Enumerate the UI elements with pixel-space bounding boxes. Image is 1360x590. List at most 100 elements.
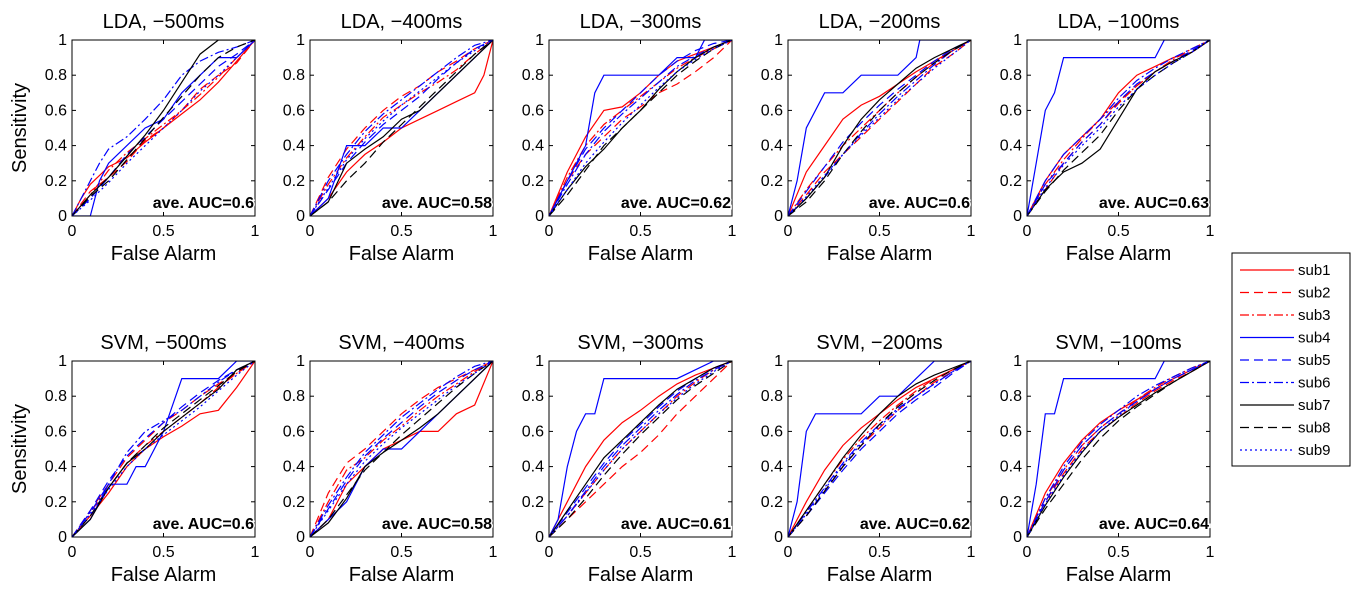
roc-line-sub1 [1027, 40, 1210, 216]
roc-line-sub5 [788, 40, 971, 216]
roc-line-sub7 [72, 40, 255, 216]
y-tick-label: 1 [1013, 32, 1022, 49]
auc-annotation: ave. AUC=0.63 [1099, 195, 1209, 212]
y-tick-label: 1 [58, 32, 67, 49]
roc-line-sub4 [72, 361, 255, 537]
roc-line-sub3 [1027, 361, 1210, 537]
roc-line-sub9 [310, 40, 493, 216]
x-tick-label: 1 [967, 223, 976, 240]
roc-line-sub8 [788, 361, 971, 537]
roc-line-sub5 [310, 361, 493, 537]
roc-panel: LDA, −100ms 0 0.2 0.4 0.6 0.8 1 0 0.5 1 False Alar… [1000, 11, 1215, 265]
x-axis-label: False Alarm [111, 243, 217, 265]
y-tick-label: 0.4 [1000, 138, 1022, 155]
y-tick-label: 0.8 [1000, 67, 1022, 84]
y-tick-label: 0.2 [283, 494, 305, 511]
axes-frame [1026, 39, 1211, 217]
y-tick-label: 0.4 [283, 459, 305, 476]
y-tick-label: 0.4 [45, 459, 67, 476]
roc-line-sub5 [72, 361, 255, 537]
y-tick-label: 0.4 [522, 138, 544, 155]
axes-frame [787, 39, 972, 217]
roc-line-sub2 [1027, 40, 1210, 216]
roc-line-sub8 [72, 40, 255, 216]
y-axis-label: Sensitivity [9, 83, 31, 173]
y-tick-label: 0.4 [45, 138, 67, 155]
y-tick-label: 0.8 [522, 67, 544, 84]
roc-line-sub4 [1027, 361, 1210, 537]
roc-line-sub6 [72, 40, 255, 216]
roc-line-sub9 [1027, 361, 1210, 537]
panel-title: SVM, −400ms [338, 332, 464, 354]
legend-item: sub5 [1240, 352, 1331, 369]
x-tick-label: 0.5 [152, 544, 174, 561]
legend-label: sub4 [1298, 330, 1331, 347]
x-axis-label: False Alarm [827, 243, 933, 265]
legend-item: sub8 [1240, 420, 1331, 437]
roc-line-sub9 [72, 361, 255, 537]
y-tick-label: 1 [535, 353, 544, 370]
x-tick-label: 0 [1023, 223, 1032, 240]
roc-line-sub2 [72, 361, 255, 537]
panel-title: SVM, −500ms [100, 332, 226, 354]
roc-line-sub6 [1027, 361, 1210, 537]
roc-line-sub9 [788, 40, 971, 216]
roc-line-sub9 [549, 40, 732, 216]
roc-line-sub2 [549, 361, 732, 537]
x-tick-label: 0.5 [152, 223, 174, 240]
x-tick-label: 0 [1023, 544, 1032, 561]
y-tick-label: 0 [774, 208, 783, 225]
roc-line-sub2 [310, 361, 493, 537]
y-tick-label: 0 [535, 529, 544, 546]
roc-line-sub7 [1027, 40, 1210, 216]
x-tick-label: 0 [784, 223, 793, 240]
y-tick-label: 0.2 [522, 494, 544, 511]
x-axis-label: False Alarm [827, 564, 933, 586]
roc-line-sub4 [549, 40, 732, 216]
y-tick-label: 0.6 [1000, 423, 1022, 440]
roc-line-sub2 [549, 40, 732, 216]
roc-line-sub8 [1027, 40, 1210, 216]
roc-curves [549, 361, 732, 537]
y-tick-label: 0.2 [1000, 494, 1022, 511]
roc-line-sub8 [1027, 361, 1210, 537]
y-tick-label: 0.6 [522, 102, 544, 119]
auc-annotation: ave. AUC=0.6 [153, 516, 254, 533]
roc-line-sub2 [310, 40, 493, 216]
x-tick-label: 0 [784, 544, 793, 561]
y-tick-label: 0.2 [761, 173, 783, 190]
y-tick-label: 0.4 [283, 138, 305, 155]
y-tick-label: 0 [535, 208, 544, 225]
y-tick-label: 0.8 [1000, 388, 1022, 405]
roc-line-sub7 [549, 361, 732, 537]
y-tick-label: 0.6 [45, 423, 67, 440]
y-tick-label: 1 [58, 353, 67, 370]
roc-line-sub3 [549, 361, 732, 537]
x-axis-label: False Alarm [1066, 243, 1172, 265]
x-axis-label: False Alarm [349, 243, 455, 265]
roc-line-sub1 [549, 361, 732, 537]
panel-title: SVM, −100ms [1055, 332, 1181, 354]
roc-line-sub3 [72, 40, 255, 216]
roc-curves [1027, 361, 1210, 537]
roc-line-sub7 [549, 40, 732, 216]
y-tick-label: 0.4 [761, 459, 783, 476]
roc-line-sub4 [788, 361, 971, 537]
legend-label: sub7 [1298, 397, 1331, 414]
y-tick-label: 0.8 [761, 67, 783, 84]
roc-panel: LDA, −500ms 0 0.2 0.4 0.6 0.8 1 0 0.5 1 False Alar… [9, 11, 260, 265]
y-tick-label: 0.2 [522, 173, 544, 190]
x-axis-label: False Alarm [588, 243, 694, 265]
roc-panel: SVM, −400ms 0 0.2 0.4 0.6 0.8 1 0 0.5 1 False Alar… [283, 332, 498, 586]
x-tick-label: 1 [251, 223, 260, 240]
legend-item: sub9 [1240, 442, 1331, 459]
x-tick-label: 1 [489, 544, 498, 561]
x-axis-label: False Alarm [1066, 564, 1172, 586]
y-tick-label: 0 [774, 529, 783, 546]
roc-panel: SVM, −500ms 0 0.2 0.4 0.6 0.8 1 0 0.5 1 False Alar… [9, 332, 260, 586]
x-tick-label: 0 [545, 223, 554, 240]
roc-curves [1027, 40, 1210, 216]
y-tick-label: 0.6 [283, 423, 305, 440]
y-tick-label: 0.8 [45, 67, 67, 84]
y-tick-label: 0 [58, 529, 67, 546]
